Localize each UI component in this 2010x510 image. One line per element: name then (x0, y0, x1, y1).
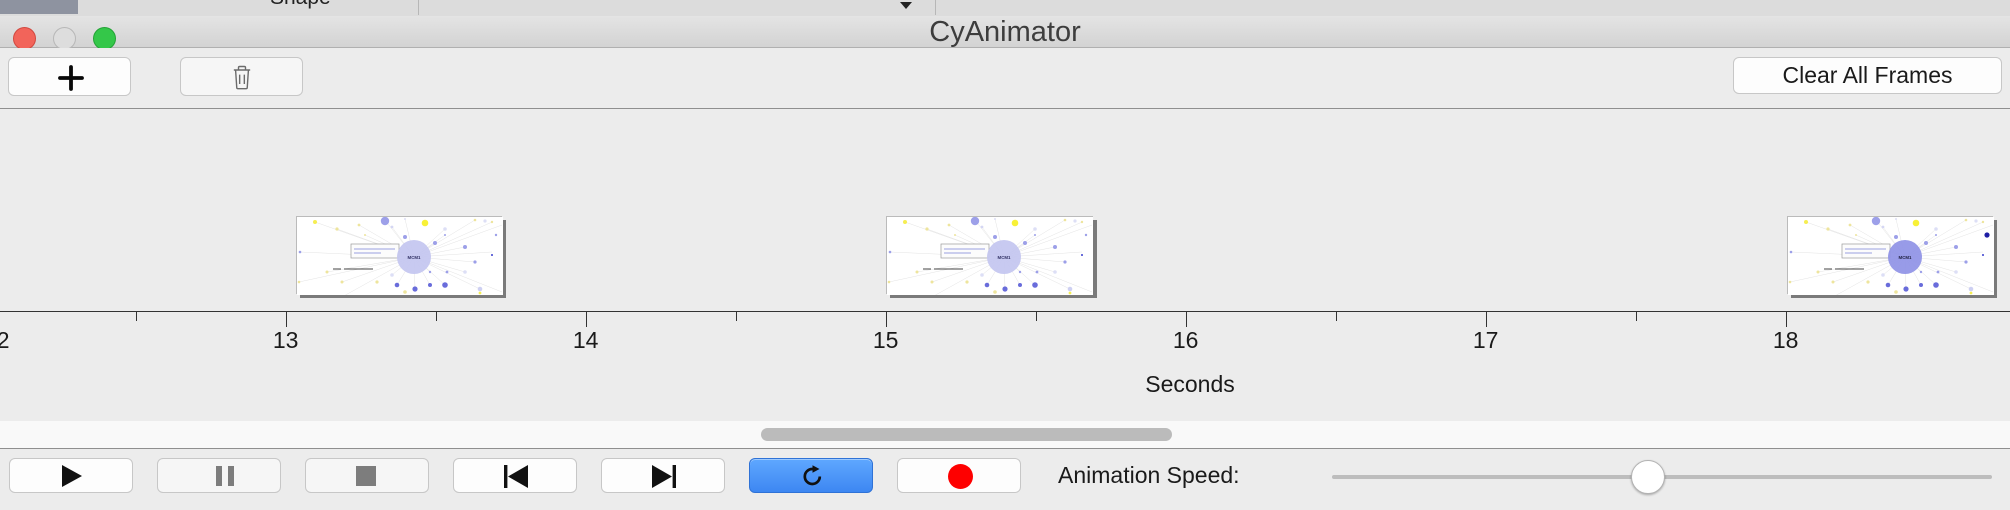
svg-text:MCM1: MCM1 (1899, 255, 1912, 260)
svg-text:MCM1: MCM1 (408, 255, 421, 260)
svg-text:MCM1: MCM1 (998, 255, 1011, 260)
